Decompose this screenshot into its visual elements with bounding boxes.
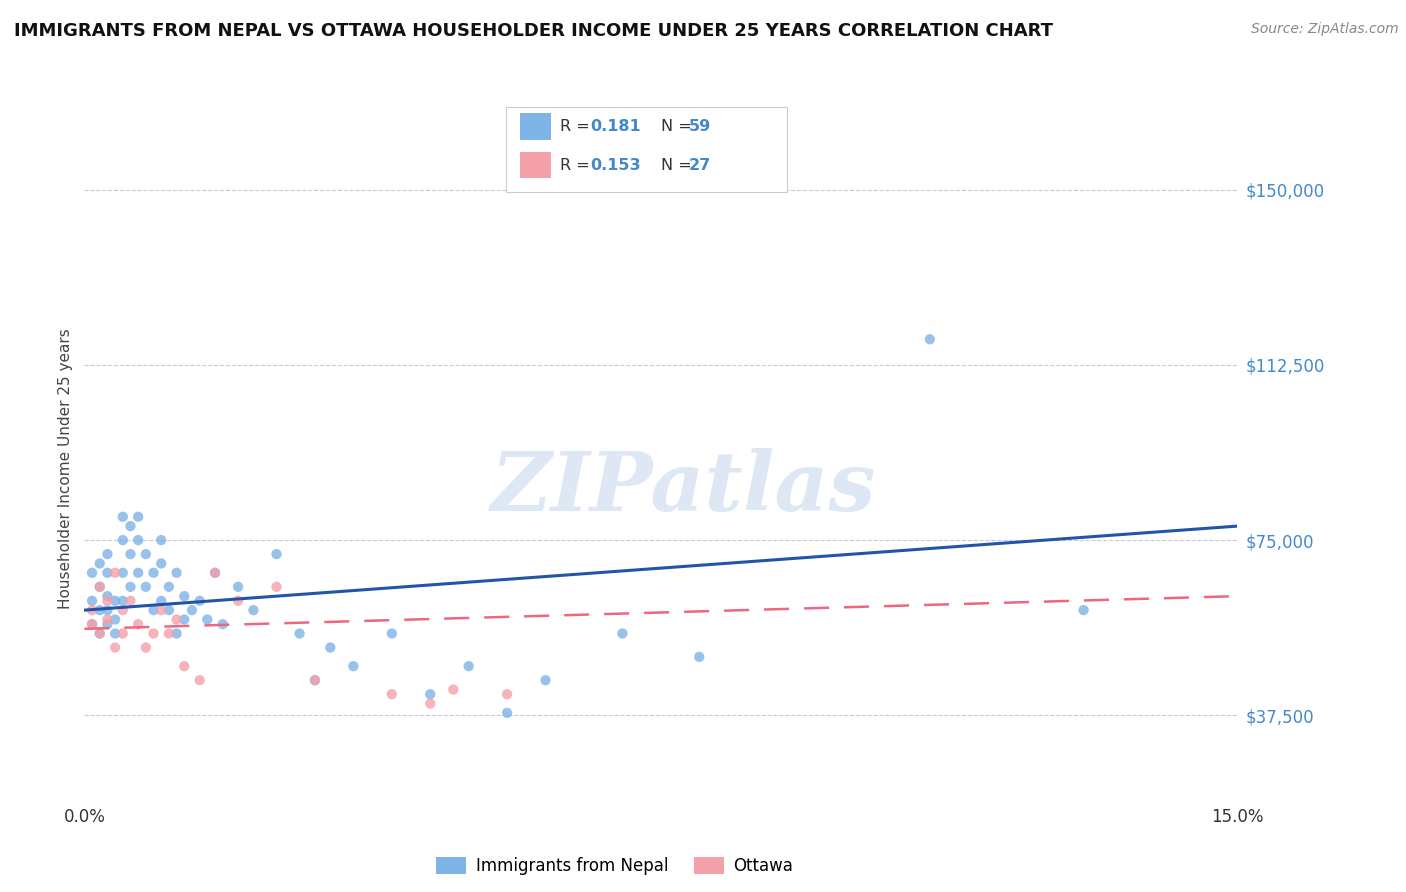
Point <box>80 594 103 608</box>
Point <box>226 594 249 608</box>
Point <box>342 659 364 673</box>
Point <box>89 603 111 617</box>
Point <box>166 566 188 580</box>
Point <box>142 603 165 617</box>
Point <box>304 673 326 688</box>
Point <box>288 626 311 640</box>
Point <box>419 697 441 711</box>
Point <box>127 566 149 580</box>
Point <box>242 603 264 617</box>
Point <box>381 687 404 701</box>
Point <box>266 580 288 594</box>
Point <box>150 594 173 608</box>
Point <box>204 566 226 580</box>
Text: 0.181: 0.181 <box>591 120 641 134</box>
Text: IMMIGRANTS FROM NEPAL VS OTTAWA HOUSEHOLDER INCOME UNDER 25 YEARS CORRELATION CH: IMMIGRANTS FROM NEPAL VS OTTAWA HOUSEHOL… <box>14 22 1053 40</box>
Point <box>142 626 165 640</box>
Point <box>688 649 710 664</box>
Point <box>80 617 103 632</box>
Point <box>419 687 441 701</box>
Point <box>166 613 188 627</box>
Text: 27: 27 <box>689 158 711 172</box>
Point <box>188 594 211 608</box>
Point <box>127 617 149 632</box>
Point <box>173 659 195 673</box>
Point <box>111 509 134 524</box>
Point <box>104 613 127 627</box>
Point <box>142 566 165 580</box>
Point <box>120 547 142 561</box>
Point <box>157 580 180 594</box>
Point <box>111 594 134 608</box>
Point <box>96 617 118 632</box>
Point <box>612 626 634 640</box>
Text: N =: N = <box>661 120 697 134</box>
Text: 59: 59 <box>689 120 711 134</box>
Point <box>127 533 149 547</box>
Point <box>135 547 157 561</box>
Point <box>104 626 127 640</box>
Point <box>457 659 479 673</box>
Text: R =: R = <box>560 120 595 134</box>
Text: R =: R = <box>560 158 595 172</box>
Text: N =: N = <box>661 158 697 172</box>
Point <box>181 603 204 617</box>
Point <box>127 509 149 524</box>
Point <box>89 580 111 594</box>
Point <box>496 706 519 720</box>
Point <box>157 626 180 640</box>
Point <box>166 626 188 640</box>
Point <box>226 580 249 594</box>
Point <box>111 626 134 640</box>
Point <box>135 580 157 594</box>
Point <box>150 603 173 617</box>
Point <box>135 640 157 655</box>
Point <box>96 566 118 580</box>
Point <box>496 687 519 701</box>
Point <box>104 566 127 580</box>
Point <box>96 589 118 603</box>
Point <box>188 673 211 688</box>
Point <box>104 594 127 608</box>
Point <box>89 580 111 594</box>
Point <box>111 533 134 547</box>
Point <box>150 557 173 571</box>
Point <box>80 617 103 632</box>
Point <box>918 332 941 346</box>
Point <box>1073 603 1095 617</box>
Point <box>319 640 342 655</box>
Point <box>266 547 288 561</box>
Point <box>150 533 173 547</box>
Point <box>96 613 118 627</box>
Point <box>204 566 226 580</box>
Point <box>211 617 233 632</box>
Point <box>304 673 326 688</box>
Point <box>89 626 111 640</box>
Text: ZIPatlas: ZIPatlas <box>491 449 876 528</box>
Point <box>80 566 103 580</box>
Point <box>157 603 180 617</box>
Point <box>111 566 134 580</box>
Point <box>89 557 111 571</box>
Point <box>381 626 404 640</box>
Point <box>96 547 118 561</box>
Point <box>120 519 142 533</box>
Point <box>96 594 118 608</box>
Point <box>534 673 557 688</box>
Point <box>173 613 195 627</box>
Point <box>111 603 134 617</box>
Text: 0.153: 0.153 <box>591 158 641 172</box>
Point <box>80 603 103 617</box>
Legend: Immigrants from Nepal, Ottawa: Immigrants from Nepal, Ottawa <box>429 850 800 881</box>
Point <box>195 613 218 627</box>
Point <box>96 603 118 617</box>
Y-axis label: Householder Income Under 25 years: Householder Income Under 25 years <box>58 328 73 608</box>
Point <box>120 594 142 608</box>
Point <box>173 589 195 603</box>
Point <box>441 682 464 697</box>
Point <box>89 626 111 640</box>
Point <box>104 640 127 655</box>
Point <box>120 580 142 594</box>
Text: Source: ZipAtlas.com: Source: ZipAtlas.com <box>1251 22 1399 37</box>
